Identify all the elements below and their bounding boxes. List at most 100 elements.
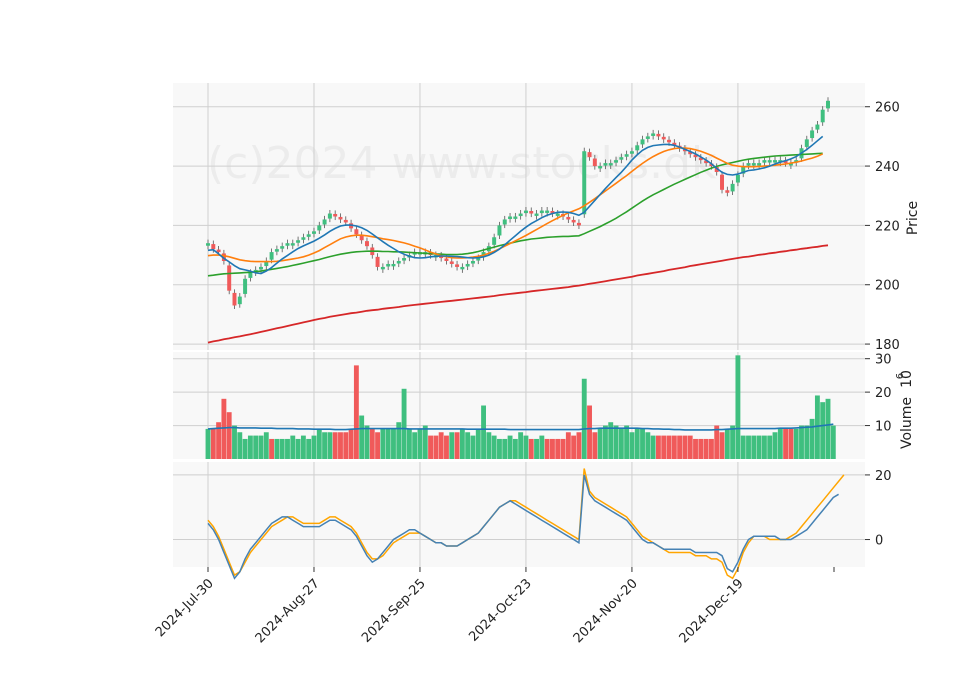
volume-bar — [703, 438, 709, 459]
volume-bar — [618, 428, 624, 459]
candle-body — [529, 211, 534, 214]
y-tick-label: 220 — [875, 219, 900, 234]
volume-bar — [232, 425, 237, 459]
volume-bar — [465, 432, 471, 459]
volume-bar — [751, 435, 757, 459]
y-tick-label: 20 — [875, 386, 892, 401]
volume-bar — [528, 438, 534, 459]
candle-body — [476, 258, 481, 261]
price-axis-label: Price — [905, 201, 921, 235]
volume-bar — [608, 422, 614, 459]
candle-body — [243, 278, 248, 294]
volume-bar — [746, 435, 751, 459]
volume-bar — [316, 428, 322, 459]
candle-body — [826, 100, 830, 109]
candle-body — [513, 216, 518, 219]
volume-bar — [565, 432, 571, 459]
candle-body — [359, 235, 364, 241]
candle-body — [720, 174, 725, 190]
candle-body — [211, 244, 216, 250]
y-tick-label: 30 — [875, 353, 892, 368]
candle-body — [301, 237, 306, 240]
ma-long-series — [207, 152, 823, 277]
volume-bar — [534, 438, 539, 459]
candle-body — [259, 266, 263, 270]
candle-body — [804, 139, 809, 147]
volume-bar — [491, 435, 497, 459]
candle-body — [386, 263, 391, 267]
volume-bar — [226, 412, 232, 459]
volume-bar — [512, 438, 518, 459]
volume-bar — [830, 425, 836, 459]
candle-body — [820, 109, 825, 123]
volume-bar — [433, 435, 439, 459]
candle-body — [497, 225, 502, 236]
volume-bar — [210, 428, 216, 459]
volume-bar — [597, 428, 603, 459]
volume-bar — [295, 438, 301, 459]
volume-bar — [422, 425, 428, 459]
candle-body — [306, 234, 311, 237]
y-tick-label: 180 — [875, 338, 900, 353]
volume-bar — [242, 438, 248, 459]
volume-bar — [655, 435, 661, 459]
volume-bar — [708, 438, 714, 459]
volume-bar — [290, 435, 296, 459]
candle-body — [635, 145, 640, 151]
candle-body — [550, 211, 555, 214]
volume-bar — [216, 422, 222, 459]
ma-mid-series — [207, 147, 824, 263]
candle-body — [688, 151, 693, 155]
watermark: (c)2024 www.stocks.dk — [207, 138, 717, 189]
candle-body — [343, 219, 348, 223]
candle-body — [757, 163, 762, 166]
candle-body — [614, 160, 619, 163]
volume-bar — [237, 432, 243, 459]
volume-bar — [338, 432, 343, 459]
volume-bar — [777, 428, 783, 459]
candle-body — [576, 222, 581, 226]
candle-body — [296, 240, 301, 243]
candle-body — [206, 243, 210, 246]
volume-bar — [544, 438, 550, 459]
volume-bar — [767, 435, 773, 459]
price-panel-background — [173, 83, 865, 350]
candle-body — [364, 241, 369, 247]
volume-bar — [560, 438, 566, 459]
volume-bar — [258, 435, 264, 459]
candle-body — [714, 166, 719, 172]
volume-bar — [640, 428, 645, 459]
y-tick-label: 200 — [875, 279, 900, 294]
volume-bar — [343, 432, 349, 459]
candle-body — [290, 243, 295, 246]
volume-bar — [735, 355, 741, 459]
candle-body — [762, 160, 767, 163]
volume-bar — [359, 415, 365, 459]
candle-body — [269, 252, 274, 260]
candle-body — [667, 139, 672, 143]
volume-bar — [645, 432, 651, 459]
volume-bar — [761, 435, 767, 459]
candle-body — [354, 229, 359, 235]
candle-body — [725, 190, 730, 193]
candle-body — [375, 256, 380, 267]
candle-body — [322, 219, 327, 225]
volume-bar — [285, 438, 290, 459]
volume-bar — [454, 432, 460, 459]
volume-bar — [300, 435, 306, 459]
candle-body — [470, 261, 475, 264]
candle-body — [582, 151, 587, 215]
candle-body — [608, 163, 613, 166]
candle-body — [523, 210, 528, 214]
volume-bar — [550, 438, 555, 459]
candle-body — [741, 166, 746, 174]
candle-body — [735, 174, 740, 183]
candle-body — [603, 163, 608, 166]
volume-bar — [814, 395, 820, 459]
candle-body — [465, 263, 470, 267]
volume-bar — [269, 438, 275, 459]
candle-body — [656, 133, 661, 137]
volume-bar — [555, 438, 561, 459]
candle-body — [693, 154, 698, 158]
volume-bar — [602, 425, 608, 459]
